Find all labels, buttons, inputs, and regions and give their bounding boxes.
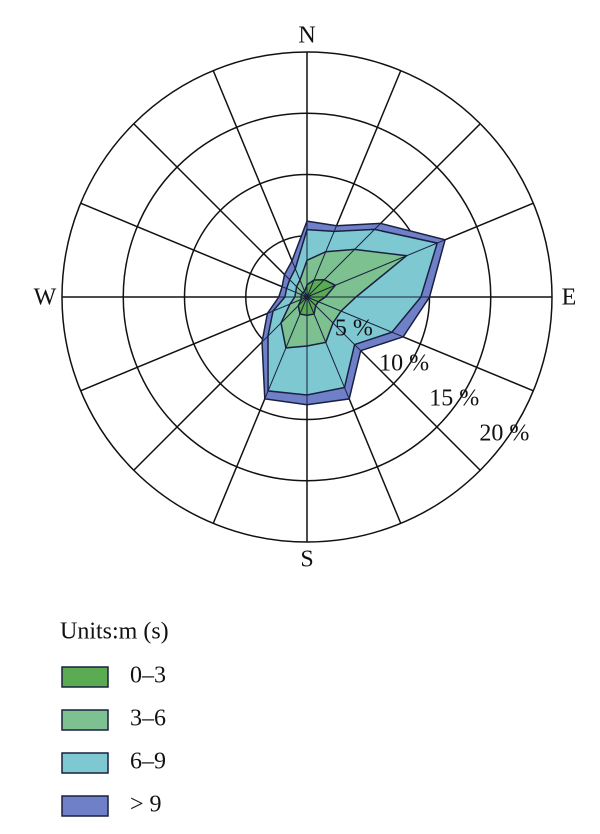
direction-label: E [562,285,577,311]
ring-label: 10 % [379,350,429,376]
rose-ray [261,296,308,343]
rose-ray [306,296,404,338]
rose-ray [306,239,446,298]
rose-ray [284,274,308,298]
rose-ray [267,296,308,314]
rose-ray [306,296,362,352]
grid-spoke [80,202,308,298]
legend-swatch [61,709,109,731]
rose-ray [306,223,381,298]
legend-label: > 9 [130,792,162,818]
legend-label: 0–3 [130,663,166,689]
direction-label: S [300,547,313,573]
legend-swatch [61,752,109,774]
rose-ray [281,286,308,298]
ring-label: 5 % [335,315,373,341]
ring-label: 20 % [479,421,529,447]
legend-swatch [61,795,109,817]
grid-spoke [212,70,308,298]
legend-label: 3–6 [130,706,166,732]
grid-spoke [133,123,308,298]
legend-swatch [61,666,109,688]
ring-label: 15 % [429,386,479,412]
rose-ray [291,260,308,298]
direction-label: W [34,285,57,311]
rose-ray [264,296,308,400]
legend-title: Units:m (s) [60,619,169,645]
legend-label: 6–9 [130,749,166,775]
rose-ray [306,225,337,298]
rose-ray [306,296,350,400]
direction-label: N [298,23,315,49]
